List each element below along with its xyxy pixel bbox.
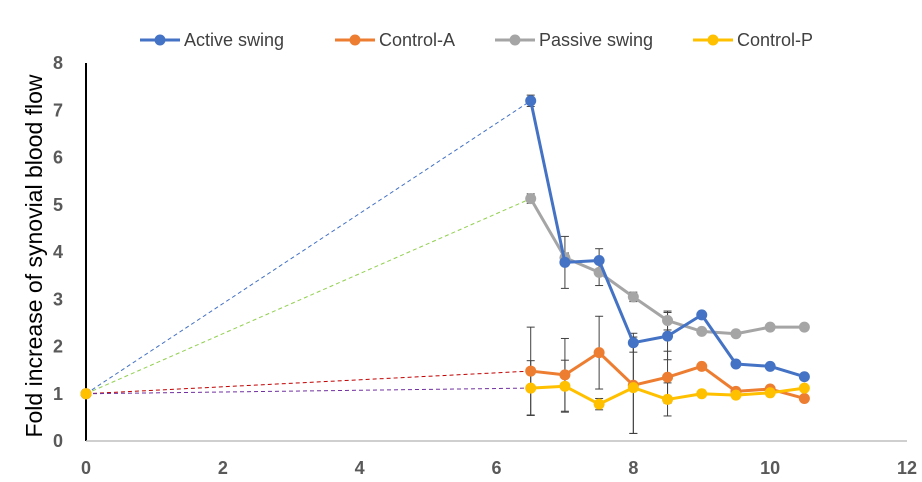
data-point: [730, 358, 742, 370]
data-point: [80, 388, 92, 400]
x-tick-label: 2: [218, 458, 228, 478]
data-point: [662, 330, 674, 342]
x-tick-label: 12: [897, 458, 917, 478]
data-point: [525, 193, 537, 205]
legend-swatch-marker: [349, 34, 361, 46]
data-point: [559, 256, 571, 268]
legend-label: Active swing: [184, 30, 284, 50]
data-point: [525, 382, 537, 394]
x-tick-label: 8: [628, 458, 638, 478]
y-tick-label: 6: [53, 148, 63, 168]
x-tick-label: 10: [760, 458, 780, 478]
data-point: [627, 291, 639, 303]
x-axis-ticks: 0 2 4 6 8 10 12: [81, 458, 917, 478]
data-point: [662, 393, 674, 405]
y-tick-label: 5: [53, 195, 63, 215]
data-point: [593, 398, 605, 410]
y-tick-label: 0: [53, 431, 63, 451]
data-point: [627, 382, 639, 394]
y-tick-label: 3: [53, 289, 63, 309]
legend-swatch-marker: [154, 34, 166, 46]
x-tick-label: 6: [491, 458, 501, 478]
y-axis-ticks: 0 1 2 3 4 5 6 7 8: [53, 53, 63, 451]
y-tick-label: 7: [53, 100, 63, 120]
baseline-connector-3: [85, 387, 531, 395]
legend-entry: Active swing: [140, 30, 284, 50]
baseline-connector-2: [85, 198, 531, 395]
data-point: [730, 389, 742, 401]
data-point: [798, 382, 810, 394]
series-lines: [80, 95, 810, 410]
data-point: [730, 328, 742, 340]
x-tick-label: 0: [81, 458, 91, 478]
baseline-dashed-lines: [85, 100, 531, 395]
data-point: [559, 380, 571, 392]
baseline-connector-0: [85, 100, 531, 395]
data-point: [696, 360, 708, 372]
legend-swatch-marker: [509, 34, 521, 46]
baseline-connector-1: [85, 370, 531, 395]
data-point: [764, 387, 776, 399]
y-tick-label: 2: [53, 337, 63, 357]
legend-label: Control-P: [737, 30, 813, 50]
legend-swatch-marker: [707, 34, 719, 46]
legend-entry: Control-P: [693, 30, 813, 50]
legend: Active swing Control-A Passive swing Contro…: [140, 30, 813, 50]
y-tick-label: 8: [53, 53, 63, 73]
data-point: [764, 360, 776, 372]
data-point: [559, 369, 571, 381]
legend-label: Passive swing: [539, 30, 653, 50]
data-point: [525, 95, 537, 107]
data-point: [696, 309, 708, 321]
data-point: [525, 365, 537, 377]
x-tick-label: 4: [355, 458, 365, 478]
data-point: [696, 325, 708, 337]
legend-label: Control-A: [379, 30, 455, 50]
data-point: [662, 315, 674, 327]
legend-entry: Control-A: [335, 30, 455, 50]
y-tick-label: 1: [53, 384, 63, 404]
data-point: [696, 388, 708, 400]
y-axis-label: Fold increase of synovial blood flow: [21, 74, 47, 437]
data-point: [593, 255, 605, 267]
data-point: [593, 347, 605, 359]
data-point: [798, 392, 810, 404]
data-point: [798, 371, 810, 383]
legend-entry: Passive swing: [495, 30, 653, 50]
data-point: [662, 371, 674, 383]
data-point: [627, 337, 639, 349]
y-tick-label: 4: [53, 242, 63, 262]
data-point: [764, 321, 776, 333]
data-point: [798, 321, 810, 333]
